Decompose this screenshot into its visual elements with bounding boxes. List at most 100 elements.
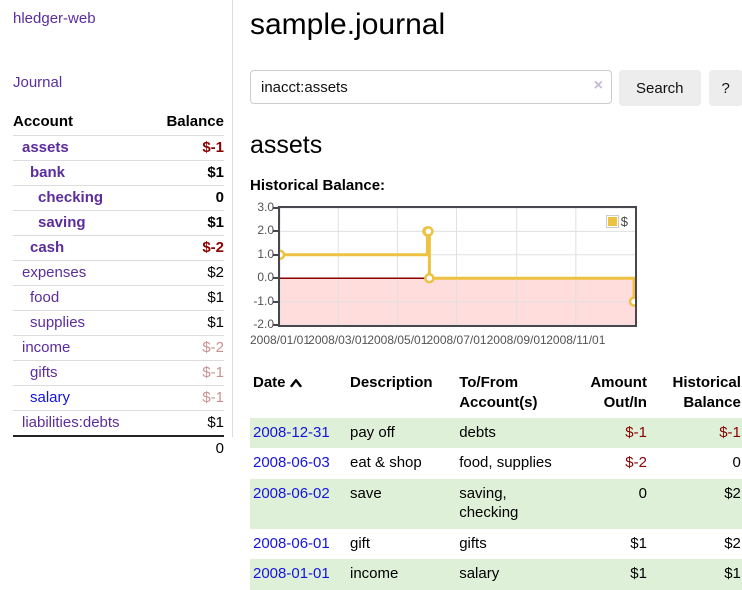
y-tick-label: 3.0 [257, 200, 274, 214]
transaction-balance: $-1 [648, 417, 742, 448]
accounts-header-row: Account Balance [13, 109, 224, 136]
help-button[interactable]: ? [708, 70, 742, 106]
account-row-expenses: expenses $2 [13, 260, 224, 286]
description-header: Description [350, 374, 433, 391]
account-link[interactable]: gifts [30, 364, 58, 381]
transaction-description: pay off [350, 417, 460, 448]
clear-search-icon[interactable]: × [593, 77, 603, 94]
transaction-accounts: food, supplies [459, 454, 552, 471]
legend-label: $ [620, 214, 628, 229]
y-tick-label: 2.0 [257, 223, 274, 238]
chart-plot-area[interactable]: $ [278, 206, 637, 327]
x-tick-label: 2008/09/01 [486, 333, 547, 347]
x-tick-label: 2008/05/01 [367, 333, 428, 347]
register-header-row: Date Description To/From Account(s) Amou… [250, 369, 742, 418]
account-link[interactable]: bank [30, 164, 66, 181]
legend-swatch [605, 215, 619, 228]
x-tick-label: 2008/03/01 [308, 333, 369, 347]
transaction-date-link[interactable]: 2008-01-01 [253, 565, 330, 582]
account-link[interactable]: cash [30, 239, 65, 256]
chart-legend: $ [603, 213, 630, 230]
account-heading: assets [250, 131, 323, 159]
transaction-date-link[interactable]: 2008-12-31 [253, 423, 330, 441]
transaction-description: gift [350, 534, 371, 552]
account-balance: $-2 [150, 235, 224, 261]
account-row-assets: assets $-1 [13, 135, 224, 161]
account-balance: $1 [150, 160, 224, 186]
account-balance: $-2 [150, 335, 224, 361]
y-tick-mark [273, 230, 278, 233]
account-link[interactable]: saving [38, 214, 86, 231]
chart-point [280, 249, 286, 261]
y-tick-mark [273, 300, 278, 303]
transaction-date-link[interactable]: 2008-06-03 [253, 454, 330, 471]
chart-point [628, 296, 635, 307]
brand-link[interactable]: hledger-web [13, 10, 96, 27]
y-tick-label: 1.0 [257, 246, 274, 261]
search-input[interactable] [250, 70, 612, 104]
search-form: × Search ? [250, 70, 742, 106]
account-balance: $-1 [150, 360, 224, 386]
account-link[interactable]: income [22, 339, 71, 356]
accounts-header: To/From Account(s) [459, 374, 538, 412]
account-column-header: Account [13, 113, 73, 130]
transaction-amount: 0 [573, 478, 649, 529]
date-header[interactable]: Date [250, 369, 350, 418]
account-link[interactable]: supplies [30, 314, 86, 331]
y-tick-label: -2.0 [253, 317, 274, 331]
account-link[interactable]: checking [38, 189, 104, 206]
transaction-amount: $1 [573, 559, 649, 590]
amount-header: Amount Out/In [590, 374, 647, 412]
transaction-amount: $-1 [573, 417, 649, 448]
register-table: Date Description To/From Account(s) Amou… [250, 369, 742, 590]
account-balance: $1 [150, 285, 224, 311]
transaction-accounts: salary [459, 559, 574, 590]
register-row: 2008-01-01 income salary $1 $1 [250, 559, 742, 590]
balance-header: Historical Balance [672, 374, 741, 412]
chart-point [424, 272, 435, 284]
transaction-balance: $1 [648, 559, 742, 590]
account-row-checking: checking 0 [13, 185, 224, 211]
transaction-balance: 0 [732, 454, 741, 471]
balance-column-header: Balance [166, 113, 224, 130]
page-title: sample.journal [250, 8, 446, 41]
x-tick-label: 2008/11/01 [546, 333, 606, 347]
account-row-bank: bank $1 [13, 160, 224, 186]
journal-link[interactable]: Journal [13, 74, 63, 91]
y-tick-label: -1.0 [253, 293, 274, 308]
account-link[interactable]: salary [30, 389, 71, 406]
account-link[interactable]: food [30, 289, 60, 306]
y-tick-mark [273, 207, 278, 209]
accounts-total-row: 0 [13, 435, 224, 461]
transaction-description: income [350, 559, 460, 590]
account-row-liabilities-debts: liabilities:debts $1 [13, 410, 224, 436]
account-link[interactable]: liabilities:debts [22, 414, 120, 431]
account-link[interactable]: expenses [22, 264, 87, 281]
account-row-supplies: supplies $1 [13, 310, 224, 336]
transaction-description: save [350, 478, 460, 529]
account-row-gifts: gifts $-1 [13, 360, 224, 386]
account-balance: $-1 [150, 385, 224, 411]
account-balance: 0 [150, 185, 224, 211]
chart-point [423, 226, 434, 237]
accounts-table: Account Balance assets $-1 bank $1 check… [13, 109, 224, 461]
transaction-date-link[interactable]: 2008-06-01 [253, 534, 330, 552]
account-balance: $1 [150, 210, 224, 236]
search-button[interactable]: Search [619, 70, 701, 106]
transaction-amount: $1 [630, 534, 647, 552]
transaction-balance: $2 [724, 534, 741, 552]
account-link[interactable]: assets [22, 139, 69, 156]
register-row: 2008-06-03 eat & shop food, supplies $-2… [250, 448, 742, 479]
accounts-total: 0 [150, 435, 224, 461]
brand: hledger-web [13, 10, 224, 28]
transaction-description: eat & shop [350, 454, 422, 471]
main-content: sample.journal × Search ? assets Histori… [233, 0, 742, 590]
register-row: 2008-06-02 save saving, checking 0 $2 [250, 478, 742, 529]
transaction-accounts: gifts [459, 534, 487, 552]
register-row: 2008-06-01 gift gifts $1 $2 [250, 529, 742, 560]
sort-ascending-icon[interactable] [289, 374, 302, 394]
transaction-amount: $-2 [625, 454, 647, 471]
sidebar: hledger-web Journal Account Balance asse… [0, 0, 233, 461]
transaction-date-link[interactable]: 2008-06-02 [253, 484, 330, 502]
